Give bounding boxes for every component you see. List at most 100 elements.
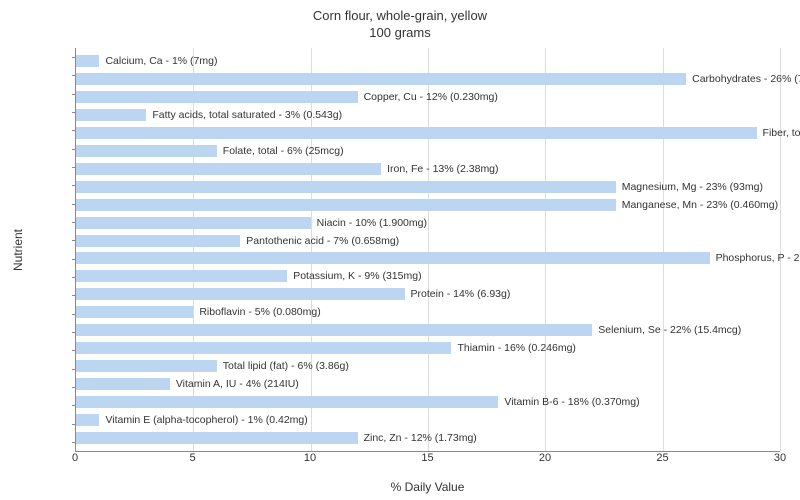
bar (76, 199, 616, 211)
y-tick-mark (72, 295, 76, 296)
y-tick-mark (72, 149, 76, 150)
nutrient-chart: Corn flour, whole-grain, yellow 100 gram… (0, 0, 800, 500)
bar-row: Fatty acids, total saturated - 3% (0.543… (76, 108, 780, 122)
bar-label: Potassium, K - 9% (315mg) (293, 269, 421, 283)
y-tick-mark (72, 314, 76, 315)
bar-row: Folate, total - 6% (25mcg) (76, 144, 780, 158)
title-line-1: Corn flour, whole-grain, yellow (313, 8, 487, 23)
y-tick-mark (72, 424, 76, 425)
x-tick: 20 (539, 452, 551, 464)
x-tick: 5 (189, 452, 195, 464)
bar (76, 396, 498, 408)
bar (76, 414, 99, 426)
bar (76, 163, 381, 175)
bar-row: Protein - 14% (6.93g) (76, 287, 780, 301)
y-tick-mark (72, 240, 76, 241)
y-tick-mark (72, 112, 76, 113)
bar-label: Folate, total - 6% (25mcg) (223, 144, 344, 158)
bar-row: Carbohydrates - 26% (76.85g) (76, 72, 780, 86)
y-axis-label: Nutrient (11, 229, 25, 271)
bar-label: Vitamin B-6 - 18% (0.370mg) (504, 395, 639, 409)
bar-label: Vitamin E (alpha-tocopherol) - 1% (0.42m… (105, 413, 307, 427)
bar-label: Magnesium, Mg - 23% (93mg) (622, 180, 763, 194)
grid-line (780, 48, 781, 451)
bar (76, 306, 193, 318)
bar (76, 73, 686, 85)
y-tick-mark (72, 204, 76, 205)
bar-label: Selenium, Se - 22% (15.4mcg) (598, 323, 741, 337)
bar-label: Total lipid (fat) - 6% (3.86g) (223, 359, 349, 373)
bar-label: Vitamin A, IU - 4% (214IU) (176, 377, 299, 391)
bar-label: Niacin - 10% (1.900mg) (317, 216, 427, 230)
bar-label: Riboflavin - 5% (0.080mg) (199, 305, 320, 319)
y-tick-mark (72, 387, 76, 388)
bar-row: Thiamin - 16% (0.246mg) (76, 341, 780, 355)
plot-area: Calcium, Ca - 1% (7mg) Carbohydrates - 26… (75, 48, 780, 452)
bar (76, 342, 451, 354)
y-tick-mark (72, 259, 76, 260)
bar-row: Pantothenic acid - 7% (0.658mg) (76, 234, 780, 248)
bar-row: Vitamin A, IU - 4% (214IU) (76, 377, 780, 391)
bar (76, 181, 616, 193)
bar-label: Fatty acids, total saturated - 3% (0.543… (152, 108, 342, 122)
bar-row: Fiber, total dietary - 29% (7.3g) (76, 126, 780, 140)
bar-row: Copper, Cu - 12% (0.230mg) (76, 90, 780, 104)
bar-label: Manganese, Mn - 23% (0.460mg) (622, 198, 778, 212)
bar-label: Thiamin - 16% (0.246mg) (457, 341, 575, 355)
bar (76, 91, 358, 103)
x-tick: 0 (72, 452, 78, 464)
title-line-2: 100 grams (369, 25, 430, 40)
y-tick-mark (72, 185, 76, 186)
bar (76, 360, 217, 372)
y-tick-mark (72, 167, 76, 168)
y-tick-mark (72, 130, 76, 131)
bar (76, 55, 99, 67)
bar-label: Protein - 14% (6.93g) (411, 287, 511, 301)
bar-label: Carbohydrates - 26% (76.85g) (692, 72, 800, 86)
x-tick: 30 (774, 452, 786, 464)
bar (76, 252, 710, 264)
bar (76, 217, 311, 229)
bar (76, 378, 170, 390)
bar-row: Zinc, Zn - 12% (1.73mg) (76, 431, 780, 445)
x-tick: 15 (421, 452, 433, 464)
y-tick-mark (72, 405, 76, 406)
bar (76, 127, 757, 139)
bar (76, 432, 358, 444)
bar-label: Iron, Fe - 13% (2.38mg) (387, 162, 498, 176)
y-tick-mark (72, 350, 76, 351)
bar-row: Vitamin B-6 - 18% (0.370mg) (76, 395, 780, 409)
y-tick-mark (72, 277, 76, 278)
bar-row: Niacin - 10% (1.900mg) (76, 216, 780, 230)
y-tick-mark (72, 222, 76, 223)
bar-label: Copper, Cu - 12% (0.230mg) (364, 90, 498, 104)
bar-row: Selenium, Se - 22% (15.4mcg) (76, 323, 780, 337)
y-tick-mark (72, 94, 76, 95)
bar-row: Phosphorus, P - 27% (272mg) (76, 251, 780, 265)
bar (76, 145, 217, 157)
bars-container: Calcium, Ca - 1% (7mg) Carbohydrates - 26… (76, 52, 780, 447)
bar-label: Calcium, Ca - 1% (7mg) (105, 54, 217, 68)
bar (76, 324, 592, 336)
bar-row: Magnesium, Mg - 23% (93mg) (76, 180, 780, 194)
y-tick-mark (72, 332, 76, 333)
chart-title: Corn flour, whole-grain, yellow 100 gram… (0, 0, 800, 42)
bar-label: Zinc, Zn - 12% (1.73mg) (364, 431, 477, 445)
bar (76, 235, 240, 247)
bar (76, 288, 405, 300)
bar (76, 109, 146, 121)
x-axis: 051015202530 (75, 452, 780, 472)
x-tick: 25 (656, 452, 668, 464)
y-tick-mark (72, 57, 76, 58)
y-tick-mark (72, 442, 76, 443)
bar (76, 270, 287, 282)
bar-label: Phosphorus, P - 27% (272mg) (716, 251, 800, 265)
bar-row: Calcium, Ca - 1% (7mg) (76, 54, 780, 68)
y-tick-mark (72, 369, 76, 370)
bar-row: Riboflavin - 5% (0.080mg) (76, 305, 780, 319)
bar-row: Manganese, Mn - 23% (0.460mg) (76, 198, 780, 212)
bar-row: Total lipid (fat) - 6% (3.86g) (76, 359, 780, 373)
bar-row: Iron, Fe - 13% (2.38mg) (76, 162, 780, 176)
x-tick: 10 (304, 452, 316, 464)
bar-label: Pantothenic acid - 7% (0.658mg) (246, 234, 399, 248)
